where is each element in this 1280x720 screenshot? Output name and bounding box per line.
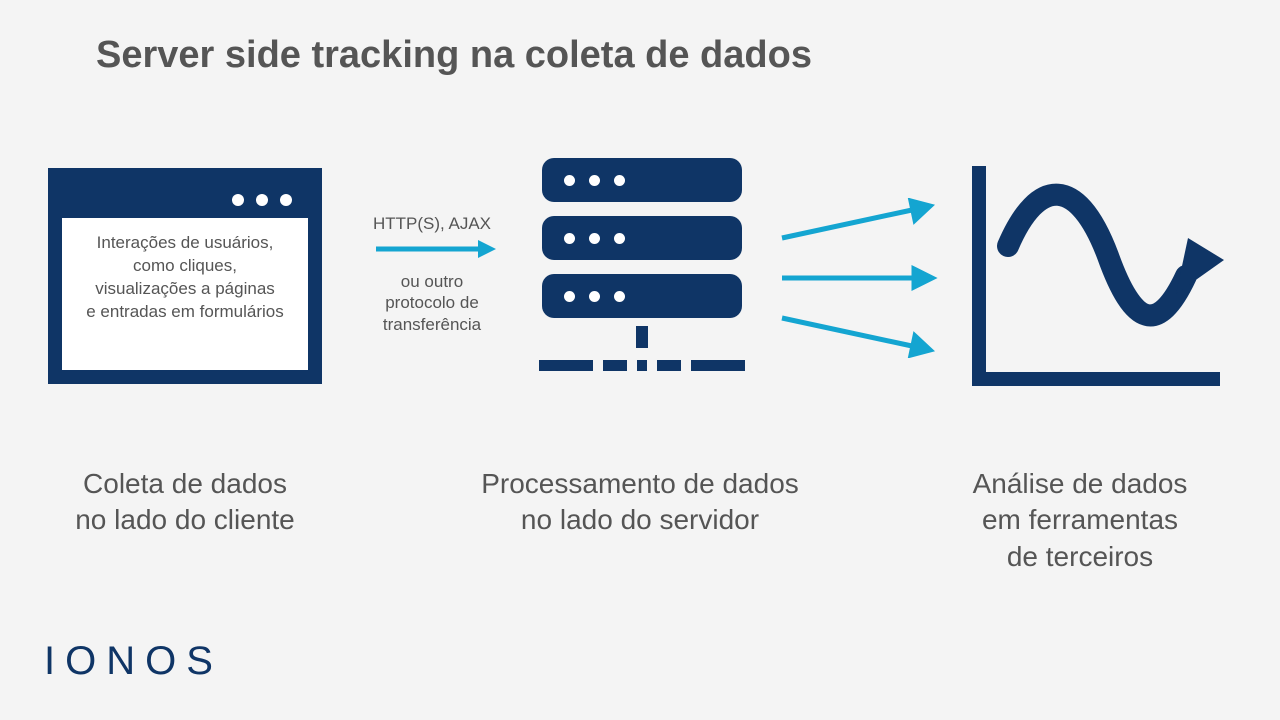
server-led-icon — [564, 175, 575, 186]
connector-1-label-bottom: ou outroprotocolo detransferência — [352, 271, 512, 335]
stage1-caption: Coleta de dadosno lado do cliente — [0, 466, 370, 539]
server-stem — [636, 326, 648, 348]
page-title: Server side tracking na coleta de dados — [96, 34, 812, 77]
window-dot-icon — [232, 194, 244, 206]
ionos-logo: IONOS — [44, 639, 223, 684]
browser-content-text: Interações de usuários,como cliques,visu… — [70, 232, 300, 324]
stage2-caption: Processamento de dadosno lado do servido… — [410, 466, 870, 539]
fan-arrows-icon — [772, 198, 942, 358]
browser-header — [62, 182, 308, 218]
chart-icon — [968, 166, 1228, 394]
window-dot-icon — [256, 194, 268, 206]
server-led-icon — [614, 233, 625, 244]
browser-window-icon: Interações de usuários,como cliques,visu… — [48, 168, 322, 384]
server-led-icon — [564, 291, 575, 302]
diagram-stage: Interações de usuários,como cliques,visu… — [0, 168, 1280, 588]
server-led-icon — [614, 175, 625, 186]
server-unit — [542, 274, 742, 318]
connector-1-label-top: HTTP(S), AJAX — [352, 214, 512, 234]
server-led-icon — [589, 233, 600, 244]
server-unit — [542, 216, 742, 260]
stage3-caption: Análise de dadosem ferramentasde terceir… — [900, 466, 1260, 575]
server-led-icon — [564, 233, 575, 244]
server-led-icon — [589, 291, 600, 302]
server-icon — [532, 158, 752, 382]
fan-arrows — [772, 198, 942, 358]
server-unit — [542, 158, 742, 202]
connector-1: HTTP(S), AJAX ou outroprotocolo detransf… — [352, 214, 512, 335]
server-floor — [532, 360, 752, 371]
arrow-right-icon — [352, 236, 512, 262]
server-led-icon — [614, 291, 625, 302]
window-dot-icon — [280, 194, 292, 206]
server-base — [532, 332, 752, 382]
server-led-icon — [589, 175, 600, 186]
